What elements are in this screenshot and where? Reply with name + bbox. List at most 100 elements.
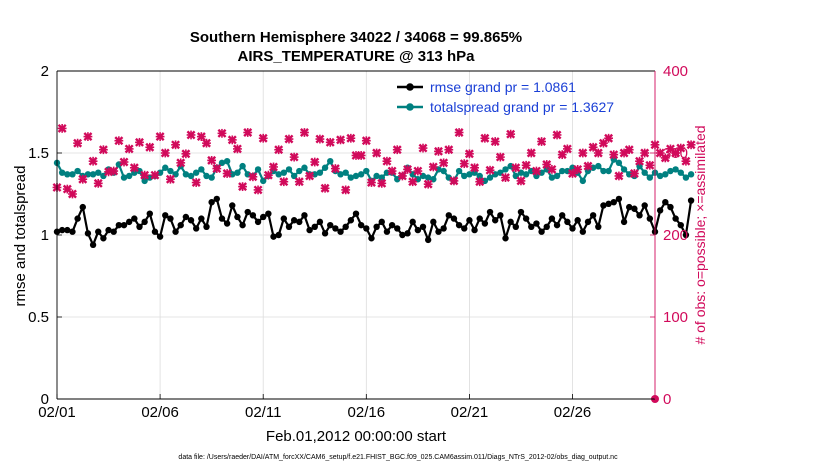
rmse-point <box>311 223 318 230</box>
totalspread-point <box>296 167 303 175</box>
obs-count-point <box>681 156 691 166</box>
obs-count-point <box>593 148 603 158</box>
obs-count-point <box>439 158 449 168</box>
obs-count-point <box>470 163 480 173</box>
rmse-point <box>332 225 339 232</box>
totalspread-point <box>636 162 643 170</box>
rmse-point <box>69 228 76 235</box>
rmse-point <box>682 231 690 239</box>
rmse-point <box>564 218 571 226</box>
rmse-point <box>146 210 153 217</box>
x-axis-label: Feb.01,2012 00:00:00 start <box>266 428 447 445</box>
y-right-tick-label: 300 <box>663 145 688 162</box>
obs-count-point <box>346 133 356 143</box>
totalspread-point <box>167 167 174 175</box>
obs-count-point <box>521 160 531 170</box>
rmse-point <box>270 233 277 240</box>
obs-count-point <box>222 169 232 178</box>
obs-count-point <box>294 177 304 187</box>
obs-count-point <box>129 163 139 173</box>
obs-count-point <box>269 162 278 172</box>
rmse-point <box>569 225 576 232</box>
totalspread-point <box>301 164 308 171</box>
totalspread-point <box>316 169 324 176</box>
obs-count-point <box>604 133 614 143</box>
totalspread-point <box>522 171 530 178</box>
totalspread-point <box>182 171 190 178</box>
y-left-tick-label: 0 <box>41 391 49 408</box>
rmse-point <box>404 230 411 237</box>
totalspread-point <box>357 171 365 178</box>
obs-count-point <box>165 174 175 184</box>
rmse-point <box>672 215 679 222</box>
rmse-point <box>481 220 489 227</box>
obs-count-point <box>310 157 320 167</box>
rmse-point <box>435 228 442 235</box>
rmse-point <box>352 210 360 217</box>
rmse-point <box>538 228 545 235</box>
rmse-point <box>595 223 602 230</box>
totalspread-point <box>223 158 231 165</box>
rmse-point <box>208 199 215 206</box>
rmse-point <box>646 215 654 222</box>
rmse-point <box>244 208 251 216</box>
totalspread-point <box>424 174 432 181</box>
obs-count-point <box>181 149 191 159</box>
rmse-point <box>631 205 638 212</box>
x-tick-label: 02/26 <box>554 404 592 421</box>
y-left-tick-label: 2 <box>41 63 49 80</box>
rmse-point <box>162 212 169 219</box>
totalspread-point <box>64 171 71 178</box>
totalspread-point <box>682 174 690 181</box>
obs-count-point <box>305 171 315 181</box>
obs-count-point <box>485 165 495 175</box>
rmse-point <box>275 231 282 239</box>
rmse-line <box>56 197 693 246</box>
rmse-point <box>316 218 324 226</box>
obs-count-point <box>454 128 464 137</box>
grid <box>57 71 655 399</box>
chart-title: Southern Hemisphere 34022 / 34068 = 99.8… <box>190 29 522 46</box>
obs-count-point <box>428 162 438 172</box>
totalspread-point <box>528 167 535 175</box>
rmse-point <box>626 203 633 211</box>
rmse-point <box>265 210 272 217</box>
legend-rmse-label: rmse grand pr = 1.0861 <box>430 79 576 95</box>
rmse-point <box>455 221 463 229</box>
obs-count-point <box>676 143 686 153</box>
obs-count-point <box>640 148 650 158</box>
obs-count-point <box>434 146 443 156</box>
rmse-point <box>213 195 221 203</box>
rmse-point <box>115 221 123 229</box>
totalspread-point <box>327 158 334 165</box>
rmse-point <box>280 215 288 222</box>
totalspread-point <box>677 169 684 176</box>
rmse-point <box>615 195 623 203</box>
obs-count-point <box>140 170 150 180</box>
totalspread-point <box>244 171 251 178</box>
totalspread-point <box>131 169 138 176</box>
obs-count-point <box>537 137 547 146</box>
x-tick-label: 02/16 <box>348 404 386 421</box>
totalspread-point <box>486 174 494 181</box>
rmse-point <box>260 213 267 221</box>
rmse-point <box>296 218 303 226</box>
totalspread-point <box>687 171 695 178</box>
obs-count-point <box>336 135 345 145</box>
totalspread-point <box>455 167 463 175</box>
obs-count-point <box>387 166 397 176</box>
rmse-point <box>522 215 530 222</box>
totalspread-point <box>414 176 422 183</box>
obs-count-point <box>202 138 211 148</box>
y-left-tick-label: 1 <box>41 227 49 244</box>
totalspread-point <box>234 169 241 176</box>
axes <box>56 70 656 400</box>
obs-count-point <box>191 178 201 187</box>
rmse-point <box>512 223 520 230</box>
rmse-point <box>182 213 190 221</box>
rmse-point <box>548 215 556 222</box>
rmse-point <box>445 212 452 219</box>
rmse-point <box>553 221 561 229</box>
obs-count-point <box>73 138 83 148</box>
